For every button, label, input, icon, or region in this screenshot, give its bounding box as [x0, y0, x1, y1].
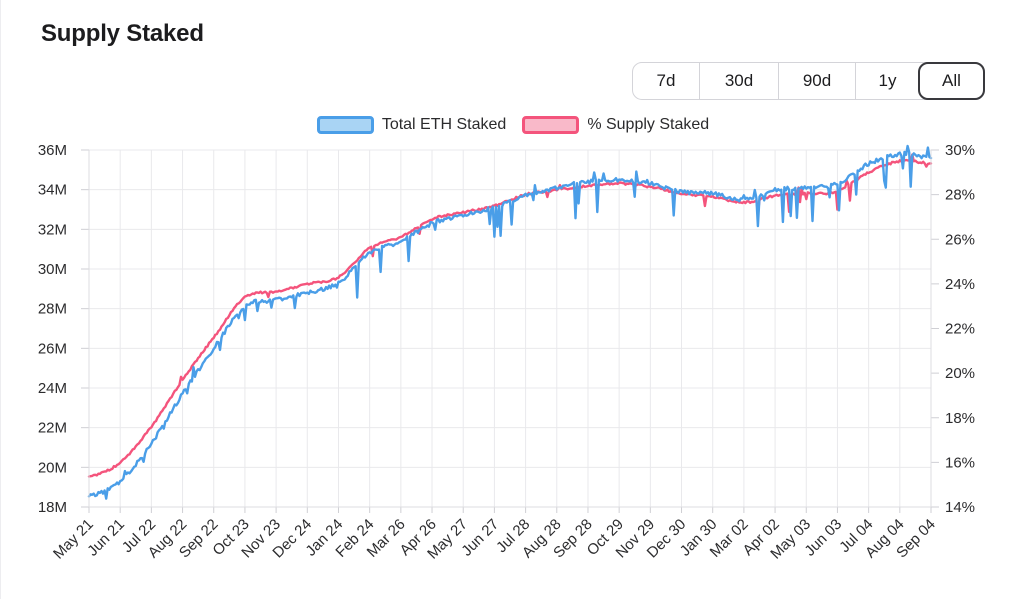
y-axis-right-label: 22%: [945, 321, 975, 338]
y-axis-left-label: 24M: [38, 380, 67, 397]
y-axis-left-label: 34M: [38, 182, 67, 199]
page-title: Supply Staked: [41, 20, 204, 47]
range-button-90d[interactable]: 90d: [778, 63, 855, 99]
legend-swatch-blue: [316, 116, 374, 134]
x-axis-label: May 21: [50, 516, 97, 563]
y-axis-right-label: 18%: [945, 410, 975, 427]
y-axis-right-label: 30%: [945, 142, 975, 159]
series-path-total-eth-staked: [87, 144, 933, 500]
y-axis-right-label: 16%: [945, 454, 975, 471]
time-range-selector: 7d 30d 90d 1y All: [632, 62, 985, 100]
chart-legend: Total ETH Staked % Supply Staked: [1, 116, 1024, 134]
y-axis-left-label: 36M: [38, 142, 67, 159]
range-button-1y[interactable]: 1y: [855, 63, 919, 99]
legend-label: % Supply Staked: [587, 116, 710, 133]
y-axis-left-label: 18M: [38, 499, 67, 516]
range-button-30d[interactable]: 30d: [699, 63, 778, 99]
y-axis-right-label: 24%: [945, 276, 975, 293]
y-axis-left-label: 32M: [38, 221, 67, 238]
legend-label: Total ETH Staked: [381, 116, 507, 133]
y-axis-left-label: 28M: [38, 301, 67, 318]
legend-item-percent-supply-staked[interactable]: % Supply Staked: [522, 116, 709, 134]
y-axis-left-label: 22M: [38, 420, 67, 437]
y-axis-right-label: 28%: [945, 187, 975, 204]
y-axis-left-label: 30M: [38, 261, 67, 278]
legend-item-total-eth-staked[interactable]: Total ETH Staked: [316, 116, 507, 134]
range-button-all[interactable]: All: [918, 62, 985, 100]
y-axis-right-label: 26%: [945, 231, 975, 248]
y-axis-left-label: 26M: [38, 340, 67, 357]
range-button-7d[interactable]: 7d: [633, 63, 699, 99]
y-axis-right-label: 20%: [945, 365, 975, 382]
y-axis-right-label: 14%: [945, 499, 975, 516]
y-axis-left-label: 20M: [38, 459, 67, 476]
legend-swatch-pink: [522, 116, 580, 134]
